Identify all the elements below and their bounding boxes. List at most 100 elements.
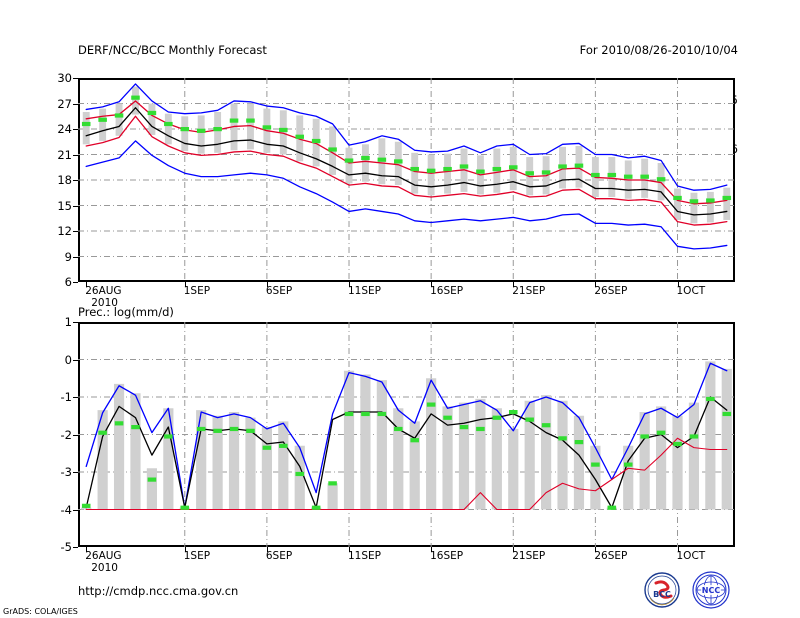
precip-bar [81,507,92,510]
x-axis-tick-label: 16SEP [430,285,464,297]
x-axis-tick-label: 26AUG [85,285,122,297]
y-axis-tick-mark [73,205,78,207]
median-mark [328,481,337,486]
y-axis-tick-mark [73,359,78,361]
median-mark [81,121,91,127]
precip-bar [245,417,256,510]
y-axis-tick-mark [73,322,78,323]
x-axis-tick-mark [431,282,433,287]
median-mark [492,415,502,420]
x-axis-tick-label: 16SEP [430,550,464,562]
ncc-logo-icon: NCC [692,571,730,609]
median-mark-group [81,95,732,204]
precip-bar [639,412,650,510]
median-mark [722,195,732,201]
median-mark [229,426,239,432]
y-axis-tick-label: 9 [64,249,72,264]
series-line-q1 [85,115,728,226]
precip-bar [393,408,404,510]
median-mark [410,438,419,443]
precip-bar [97,410,108,510]
median-mark [377,411,387,417]
median-mark [508,410,518,415]
temperature-panel [78,78,735,282]
median-mark [196,128,206,133]
precip-bar [278,421,289,510]
spread-box [82,112,90,145]
median-mark [279,127,288,133]
x-axis-tick-mark [595,547,597,552]
x-axis-tick-mark [86,547,88,552]
y-axis-tick-label: 15 [57,198,72,213]
median-mark [295,471,305,477]
median-mark [262,125,272,130]
forecast-period-label: For 2010/08/26-2010/10/04 [579,43,738,57]
x-axis-tick-label: 11SEP [348,285,381,297]
website-url[interactable]: http://cmdp.ncc.cma.gov.cn [78,584,239,598]
spread-box [427,154,435,196]
logo-group: BCC NCC [640,570,740,610]
precip-bar [212,415,223,510]
x-axis-tick-mark [349,547,350,552]
x-axis-tick-label: 6SEP [265,285,293,297]
median-mark [591,172,600,178]
y-axis-tick-label: 1 [64,315,72,329]
median-mark [574,163,584,168]
y-axis-tick-mark [73,434,78,436]
precip-bar [228,412,240,510]
precip-bar [327,483,338,510]
y-axis-tick-mark [73,397,78,398]
x-axis-tick-mark [86,282,88,287]
median-mark [410,166,419,172]
series-line-max [85,83,728,191]
spread-box [247,103,254,150]
precip-bar-group [81,361,732,510]
median-mark [164,434,173,439]
median-mark [295,134,305,139]
median-mark [623,174,633,179]
x-axis-tick-label: 1SEP [183,550,211,562]
x-axis-tick-label: 26SEP [594,550,628,562]
median-mark [361,155,370,161]
median-mark [525,171,534,176]
median-mark [311,505,321,510]
median-mark [673,441,682,447]
spread-box [361,144,369,182]
precip-bar [590,445,601,510]
median-mark [394,159,403,164]
spread-box [444,153,452,194]
svg-text:NCC: NCC [702,586,721,595]
spread-box [690,192,698,224]
median-mark [722,411,732,417]
series-line-q3 [85,100,728,205]
y-axis-tick-mark [73,547,78,548]
x-axis-tick-label: 26SEP [594,285,628,297]
y-axis-tick-label: 0 [64,352,72,367]
x-axis-tick-label: 1OCT [676,285,706,297]
precip-bar [721,368,732,510]
median-mark [229,118,239,123]
median-mark [98,117,107,122]
median-mark [196,426,206,432]
precip-bar [113,383,125,510]
gridlines [78,78,735,282]
median-mark [180,127,190,132]
x-axis-tick-label: 1SEP [183,285,211,297]
spread-box [115,103,123,136]
spread-box [674,188,681,220]
y-axis-tick-label: 21 [57,147,72,162]
precip-bar [541,395,552,510]
median-mark [394,426,403,432]
y-axis-tick-label: 6 [64,275,72,289]
median-mark [623,462,633,467]
y-axis-tick-label: 24 [57,122,72,136]
median-mark [246,118,255,123]
median-mark [706,198,715,203]
median-mark [147,110,157,116]
y-axis-tick-mark [73,180,78,181]
x-axis-tick-mark [677,282,679,287]
y-axis-tick-label: -4 [60,502,72,517]
median-mark [706,396,715,402]
x-axis-tick-mark [677,547,679,552]
